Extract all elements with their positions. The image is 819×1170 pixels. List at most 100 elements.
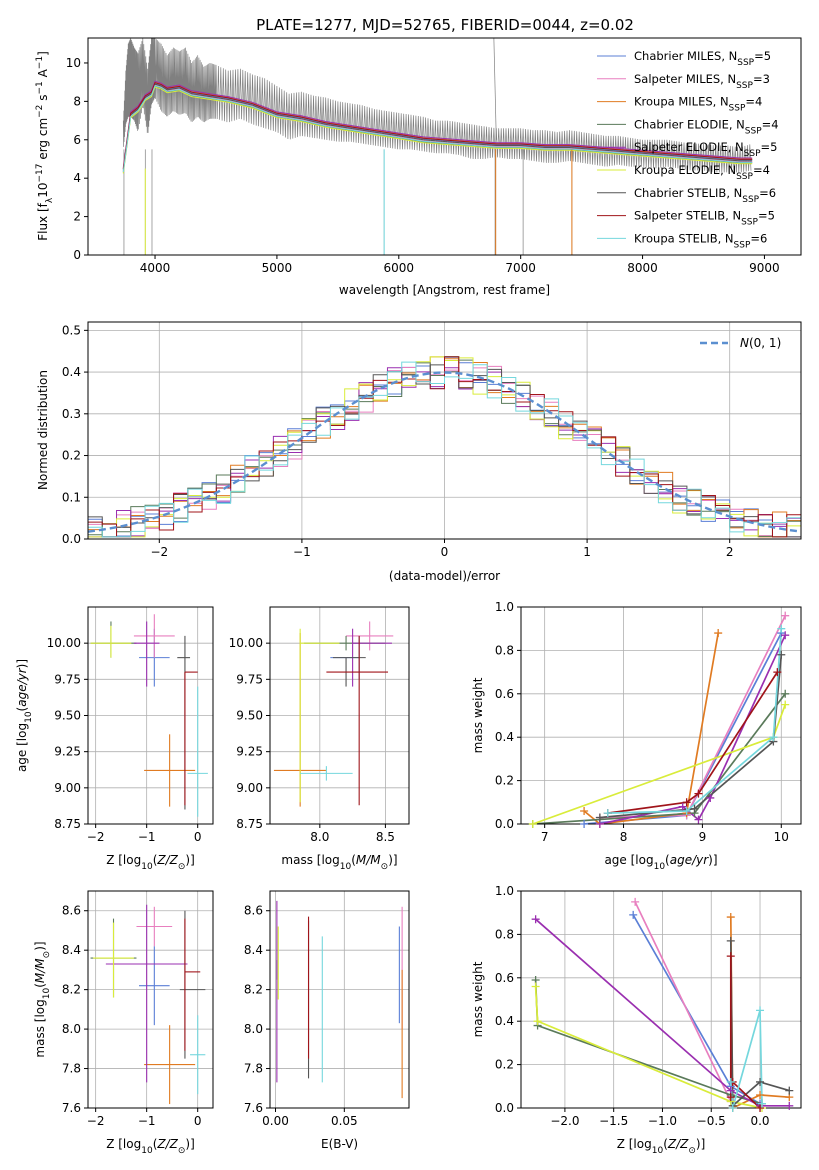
y-tick-label: 7.8 bbox=[62, 1062, 81, 1076]
x-tick-label: 8 bbox=[620, 830, 628, 844]
x-tick-label: 0 bbox=[441, 545, 449, 559]
x-tick-label: −2 bbox=[87, 1114, 105, 1128]
spectrum-panel: 4000 5000 6000 7000 8000 9000 0 2 4 6 8 10 wavelengt… bbox=[35, 37, 802, 297]
x-axis-label: age [log10(age/yr)] bbox=[604, 853, 717, 872]
y-tick-label: 7.6 bbox=[244, 1101, 263, 1115]
x-tick-label: 0.0 bbox=[750, 1114, 769, 1128]
plot-area bbox=[90, 614, 208, 817]
weight-marker bbox=[694, 789, 703, 798]
x-tick-label: −2 bbox=[87, 830, 105, 844]
weight-marker bbox=[769, 733, 778, 742]
x-axis-label: wavelength [Angstrom, rest frame] bbox=[339, 283, 550, 297]
y-tick-label: 8.75 bbox=[54, 817, 81, 831]
y-tick-label: 7.8 bbox=[244, 1062, 263, 1076]
y-tick-label: 0.0 bbox=[495, 1101, 514, 1115]
plot-area bbox=[276, 900, 403, 1099]
weight-marker bbox=[533, 1017, 542, 1026]
weight-line bbox=[599, 615, 786, 819]
y-tick-label: 10.00 bbox=[229, 636, 263, 650]
weight-marker bbox=[726, 1077, 735, 1086]
x-tick-label: 0 bbox=[194, 1114, 202, 1128]
mass-z-panel: −2 −1 0 7.6 7.8 8.0 8.2 8.4 8.6 Z [log10(Z/Z⊙)] ma… bbox=[33, 890, 214, 1156]
model-line bbox=[122, 83, 753, 171]
y-tick-label: 8.0 bbox=[62, 1022, 81, 1036]
x-tick-label: 8.0 bbox=[310, 830, 329, 844]
weight-marker bbox=[785, 1101, 794, 1110]
model-line bbox=[122, 80, 753, 168]
y-tick-label: 8.6 bbox=[62, 904, 81, 918]
x-tick-label: −1 bbox=[138, 1114, 156, 1128]
x-tick-label: −2 bbox=[150, 545, 168, 559]
legend-entry: Chabrier MILES, NSSP=5 bbox=[634, 49, 771, 68]
y-tick-label: 10 bbox=[66, 56, 81, 70]
x-tick-label: 2 bbox=[726, 545, 734, 559]
y-tick-label: 10.00 bbox=[47, 636, 81, 650]
y-tick-label: 9.00 bbox=[236, 781, 263, 795]
legend: N(0, 1) bbox=[700, 336, 781, 350]
plot-area bbox=[122, 38, 753, 255]
weight-marker bbox=[690, 804, 699, 813]
y-axis-label: Normed distribution bbox=[36, 370, 50, 490]
x-axis-label: Z [log10(Z/Z⊙)] bbox=[617, 1137, 706, 1156]
y-tick-label: 0 bbox=[73, 248, 81, 262]
histogram-panel: −2 −1 0 1 2 0.0 0.1 0.2 0.3 0.4 0.5 (data-model)/er… bbox=[36, 321, 802, 583]
x-tick-label: 0 bbox=[194, 830, 202, 844]
weight-marker bbox=[706, 793, 715, 802]
weight-marker bbox=[726, 913, 735, 922]
y-tick-label: 0.1 bbox=[62, 490, 81, 504]
x-tick-label: 7000 bbox=[505, 261, 536, 275]
x-tick-label: 10 bbox=[774, 830, 789, 844]
x-tick-label: 8000 bbox=[627, 261, 658, 275]
weight-line bbox=[535, 918, 790, 1107]
weight-marker bbox=[629, 910, 638, 919]
y-tick-label: 9.50 bbox=[236, 709, 263, 723]
weight-marker bbox=[631, 897, 640, 906]
y-tick-label: 0.3 bbox=[62, 407, 81, 421]
weight-marker bbox=[714, 629, 723, 638]
weight-marker bbox=[773, 668, 782, 677]
weight-marker bbox=[682, 806, 691, 815]
y-axis-label: mass weight bbox=[471, 677, 485, 753]
weight-marker bbox=[756, 1006, 765, 1015]
y-tick-label: 1.0 bbox=[495, 884, 514, 898]
axes-frame bbox=[87, 890, 214, 1109]
weight-age-panel: 7 8 9 10 0.0 0.2 0.4 0.6 0.8 1.0 age [log10(age/yr… bbox=[471, 600, 802, 872]
weight-marker bbox=[595, 813, 604, 822]
weight-marker bbox=[777, 650, 786, 659]
y-tick-label: 0.6 bbox=[495, 971, 514, 985]
age-z-panel: −2 −1 0 8.75 9.00 9.25 9.50 9.75 10.00 Z [log10(Z… bbox=[15, 606, 214, 872]
weight-marker bbox=[781, 689, 790, 698]
y-tick-label: 0.4 bbox=[62, 365, 81, 379]
weight-marker bbox=[785, 1086, 794, 1095]
weight-marker bbox=[728, 1104, 737, 1112]
legend-entry: Kroupa ELODIE, NSSP=4 bbox=[634, 163, 770, 182]
weight-marker bbox=[726, 952, 735, 961]
y-tick-label: 8.4 bbox=[244, 943, 263, 957]
y-tick-label: 9.25 bbox=[54, 745, 81, 759]
legend-entry: Chabrier STELIB, NSSP=6 bbox=[634, 186, 776, 205]
weight-marker bbox=[781, 700, 790, 709]
legend-entry: Kroupa STELIB, NSSP=6 bbox=[634, 231, 767, 250]
y-tick-label: 0.0 bbox=[495, 817, 514, 831]
axes-frame bbox=[520, 606, 802, 825]
y-tick-label: 0.6 bbox=[495, 687, 514, 701]
y-tick-label: 8.2 bbox=[62, 983, 81, 997]
legend: Chabrier MILES, NSSP=5 Salpeter MILES, NS… bbox=[597, 49, 779, 250]
y-tick-label: 0.4 bbox=[495, 730, 514, 744]
x-tick-label: 0.05 bbox=[331, 1114, 358, 1128]
age-mass-panel: 8.0 8.5 8.75 9.00 9.25 9.50 9.75 10.00 mass [log… bbox=[229, 606, 410, 872]
x-axis-label: mass [log10(M/M⊙)] bbox=[281, 853, 397, 872]
legend-entry: Chabrier ELODIE, NSSP=4 bbox=[634, 117, 779, 136]
weight-marker bbox=[603, 809, 612, 818]
x-axis-label: E(B-V) bbox=[321, 1137, 358, 1151]
legend-entry: Salpeter MILES, NSSP=3 bbox=[634, 72, 770, 91]
y-tick-label: 9.25 bbox=[236, 745, 263, 759]
x-axis-label: (data-model)/error bbox=[389, 569, 500, 583]
axes-frame bbox=[520, 890, 802, 1109]
weight-marker bbox=[777, 624, 786, 633]
axes-frame bbox=[87, 37, 802, 256]
weight-marker bbox=[756, 1077, 765, 1086]
legend-entry: Kroupa MILES, NSSP=4 bbox=[634, 95, 762, 114]
y-tick-label: 0.2 bbox=[62, 449, 81, 463]
weight-marker bbox=[580, 806, 589, 815]
